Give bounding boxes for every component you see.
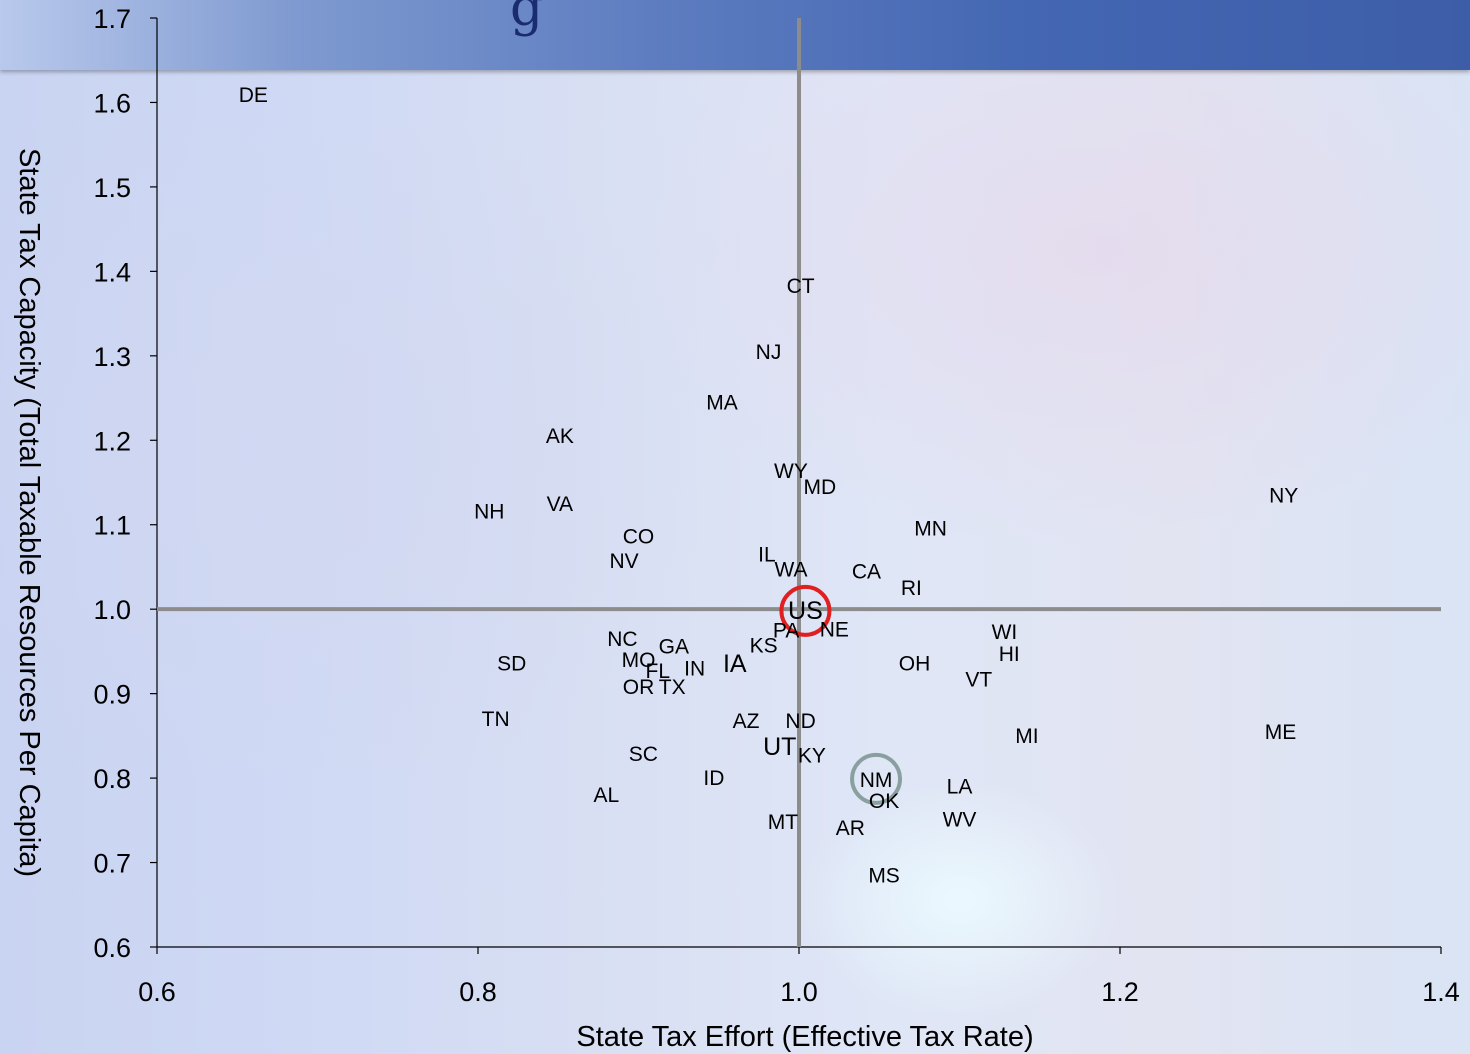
- point-label-mo: MO: [622, 649, 656, 672]
- point-label-sd: SD: [497, 652, 526, 675]
- y-tick-label: 1.0: [93, 595, 131, 625]
- point-label-ar: AR: [836, 817, 865, 840]
- point-label-ky: KY: [798, 744, 826, 767]
- banner-title-fragment: g: [510, 0, 544, 38]
- y-tick-label: 1.6: [93, 88, 131, 118]
- y-tick-label: 1.3: [93, 342, 131, 372]
- x-tick-label: 1.4: [1422, 977, 1460, 1007]
- point-label-or: OR: [623, 676, 655, 699]
- point-label-pa: PA: [773, 619, 799, 642]
- point-label-ia: IA: [723, 650, 747, 678]
- point-label-co: CO: [623, 526, 655, 549]
- point-label-wv: WV: [943, 809, 977, 832]
- point-label-hi: HI: [999, 643, 1020, 666]
- point-label-az: AZ: [733, 710, 760, 733]
- point-label-in: IN: [684, 657, 705, 680]
- point-label-ma: MA: [706, 391, 738, 414]
- point-label-il: IL: [758, 543, 776, 566]
- point-label-tx: TX: [659, 676, 686, 699]
- title-banner: g: [0, 0, 1470, 70]
- x-tick-label: 1.2: [1101, 977, 1139, 1007]
- point-label-id: ID: [703, 767, 724, 790]
- point-label-nv: NV: [609, 550, 638, 573]
- highlight-circle-us: [779, 584, 832, 637]
- highlight-circle-nm: [850, 752, 903, 805]
- point-label-ct: CT: [787, 275, 815, 298]
- x-axis-title: State Tax Effort (Effective Tax Rate): [576, 1021, 1033, 1053]
- point-label-ga: GA: [659, 635, 689, 658]
- point-label-ri: RI: [901, 577, 922, 600]
- point-label-vt: VT: [965, 668, 992, 691]
- axes: 0.6 0.7 0.8 0.9 1.0 1.1 1.2 1.3 1.4 1.5 1.6 1.7 0.6 0…: [93, 4, 1459, 1007]
- y-tick-label: 1.4: [93, 257, 131, 287]
- point-label-ut: UT: [763, 733, 796, 761]
- point-label-nd: ND: [785, 710, 815, 733]
- point-label-ne: NE: [820, 619, 849, 642]
- point-label-ks: KS: [750, 635, 778, 658]
- y-tick-label: 1.2: [93, 426, 131, 456]
- reference-lines: [157, 18, 1441, 947]
- y-tick-label: 0.9: [93, 680, 131, 710]
- point-label-me: ME: [1265, 721, 1297, 744]
- point-label-mt: MT: [768, 811, 798, 834]
- point-label-wa: WA: [774, 559, 807, 582]
- highlight-circles: [779, 584, 903, 805]
- point-label-wy: WY: [774, 460, 808, 483]
- point-label-al: AL: [594, 784, 620, 807]
- y-tick-label: 1.5: [93, 173, 131, 203]
- point-label-va: VA: [547, 493, 573, 516]
- y-tick-label: 0.6: [93, 933, 131, 963]
- point-label-la: LA: [947, 776, 973, 799]
- point-label-mn: MN: [914, 517, 947, 540]
- x-tick-label: 0.8: [459, 977, 497, 1007]
- point-label-de: DE: [239, 84, 268, 107]
- point-label-nm: NM: [860, 769, 893, 792]
- y-tick-label: 0.8: [93, 764, 131, 794]
- point-label-oh: OH: [899, 652, 931, 675]
- y-tick-label: 1.7: [93, 4, 131, 34]
- point-label-wi: WI: [992, 621, 1018, 644]
- point-label-ok: OK: [869, 790, 899, 813]
- y-axis-title: State Tax Capacity (Total Taxable Resour…: [13, 148, 45, 877]
- point-label-nc: NC: [607, 628, 637, 651]
- point-label-mi: MI: [1015, 725, 1038, 748]
- x-tick-label: 0.6: [138, 977, 176, 1007]
- x-tick-label: 1.0: [780, 977, 818, 1007]
- point-label-md: MD: [804, 476, 837, 499]
- point-label-us: US: [788, 597, 823, 625]
- point-label-fl: FL: [646, 660, 671, 683]
- y-tick-label: 1.1: [93, 511, 131, 541]
- point-label-ms: MS: [868, 864, 900, 887]
- point-label-nj: NJ: [756, 341, 782, 364]
- point-label-sc: SC: [629, 743, 658, 766]
- point-label-ca: CA: [852, 560, 881, 583]
- point-label-ak: AK: [546, 425, 574, 448]
- point-label-ny: NY: [1269, 484, 1298, 507]
- point-label-tn: TN: [482, 708, 510, 731]
- y-tick-label: 0.7: [93, 849, 131, 879]
- point-label-nh: NH: [474, 500, 504, 523]
